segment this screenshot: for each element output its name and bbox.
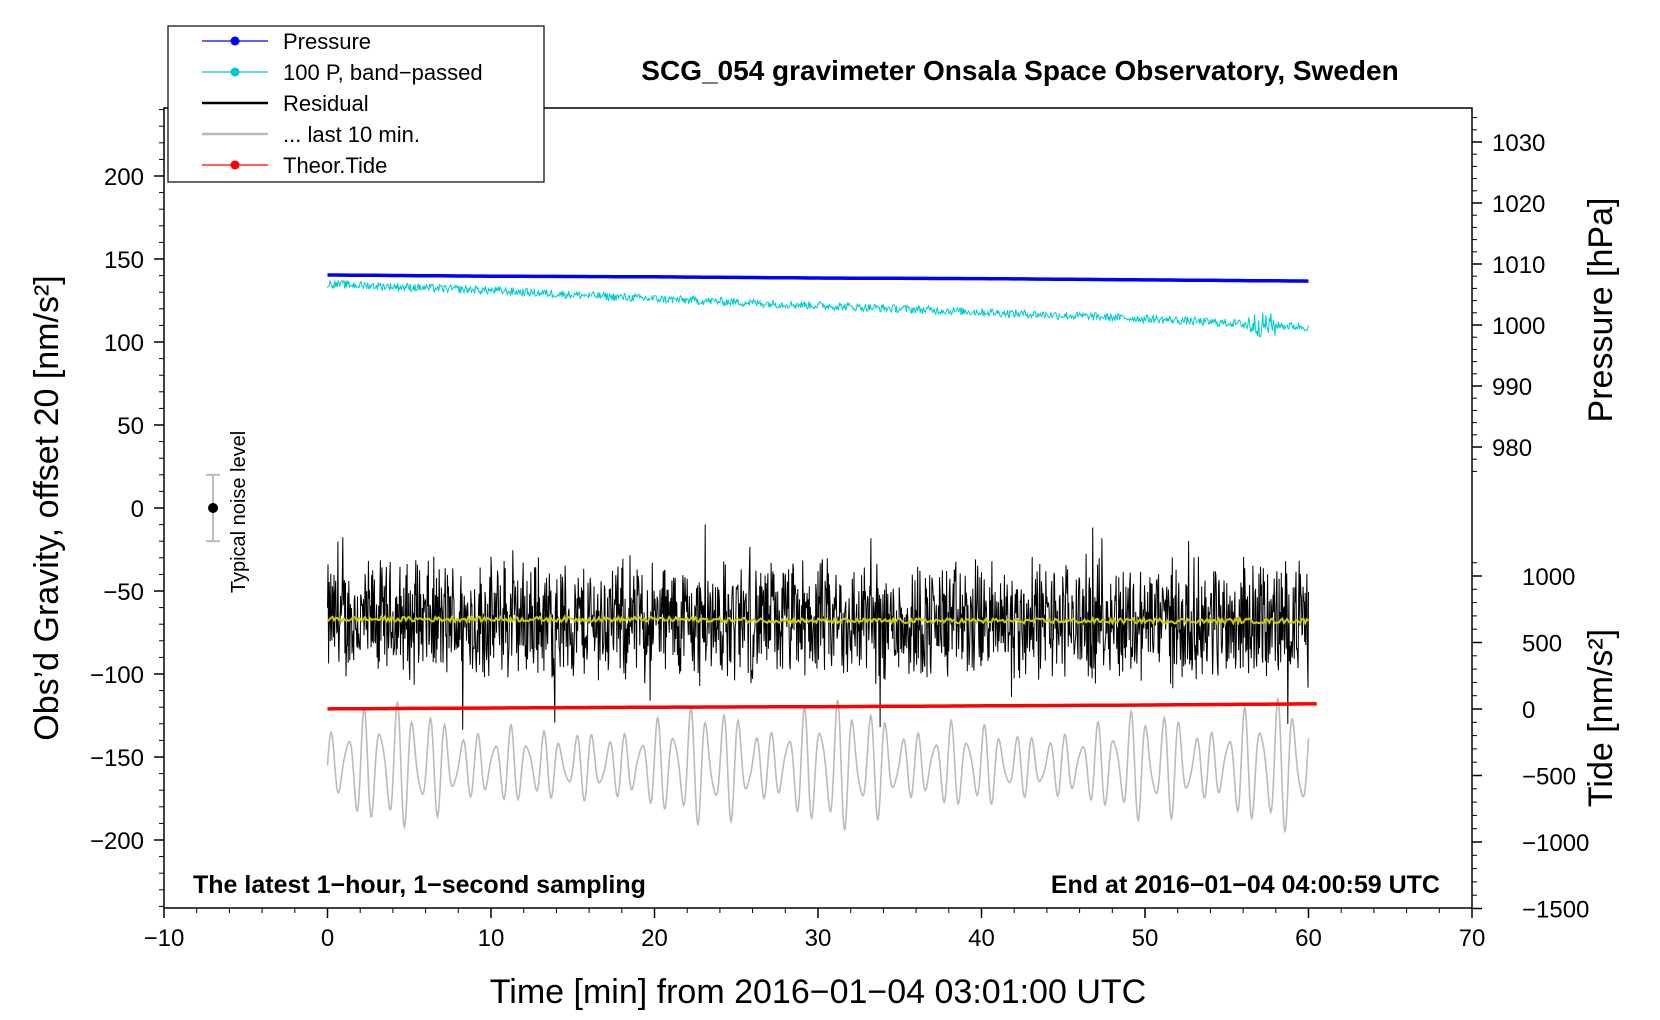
series-last-10-min <box>326 696 1310 834</box>
legend-label: Theor.Tide <box>283 153 387 178</box>
legend-label: Pressure <box>283 29 371 54</box>
series-layer <box>326 273 1317 834</box>
tide-tick-label: −1500 <box>1522 897 1589 924</box>
end-time-annotation: End at 2016−01−04 04:00:59 UTC <box>1051 871 1440 899</box>
legend-marker <box>230 160 240 170</box>
x-tick-label: 0 <box>321 925 334 952</box>
legend-label: 100 P, band−passed <box>283 60 483 85</box>
y-left-axis: 200 150 100 50 0 −50 −100 −150 −200 <box>90 109 164 907</box>
series-residual-smoothed <box>326 614 1310 626</box>
x-tick-label: 70 <box>1459 925 1486 952</box>
y-left-tick-label: 50 <box>117 413 144 440</box>
legend-label: ... last 10 min. <box>283 122 420 147</box>
pressure-tick-label: 1000 <box>1492 313 1545 340</box>
x-tick-label: 50 <box>1132 925 1159 952</box>
y-left-tick-label: 0 <box>131 496 144 523</box>
noise-level-label: Typical noise level <box>228 431 250 593</box>
tide-axis-title: Tide [nm/s²] <box>1582 629 1620 807</box>
pressure-axis-title: Pressure [hPa] <box>1582 198 1620 423</box>
pressure-tick-label: 980 <box>1492 435 1532 462</box>
series-pressure-bandpassed <box>327 278 1309 338</box>
y-left-tick-label: −50 <box>103 579 144 606</box>
pressure-tick-label: 1020 <box>1492 191 1545 218</box>
chart-title: SCG_054 gravimeter Onsala Space Observat… <box>641 55 1398 86</box>
y-left-tick-label: 200 <box>104 164 144 191</box>
legend-label: Residual <box>283 91 369 116</box>
pressure-tick-label: 1010 <box>1492 252 1545 279</box>
x-tick-label: 60 <box>1295 925 1322 952</box>
y-left-axis-title: Obs’d Gravity, offset 20 [nm/s²] <box>28 275 66 740</box>
x-tick-label: 30 <box>805 925 832 952</box>
noise-bar-center-dot <box>208 503 219 513</box>
tide-tick-label: 500 <box>1522 631 1562 658</box>
x-axis: −10 0 10 20 30 40 50 60 70 <box>144 908 1486 952</box>
tide-tick-label: 1000 <box>1522 564 1575 591</box>
y-left-tick-label: −100 <box>90 662 144 689</box>
y-left-tick-label: −150 <box>90 745 144 772</box>
x-tick-label: 20 <box>641 925 668 952</box>
x-axis-title: Time [min] from 2016−01−04 03:01:00 UTC <box>490 973 1146 1011</box>
tide-tick-label: 0 <box>1522 697 1535 724</box>
legend: Pressure 100 P, band−passed Residual ... la… <box>167 25 545 183</box>
pressure-tick-label: 990 <box>1492 374 1532 401</box>
tide-tick-label: −1000 <box>1522 830 1589 857</box>
y-left-tick-label: 100 <box>104 330 144 357</box>
y-left-tick-label: −200 <box>90 828 144 855</box>
series-pressure <box>327 273 1309 283</box>
series-residual <box>327 524 1309 730</box>
noise-bar <box>206 473 221 543</box>
pressure-axis: 1030 1020 1010 1000 990 980 <box>1472 117 1545 472</box>
tide-tick-label: −500 <box>1522 764 1576 791</box>
legend-marker <box>230 67 240 77</box>
pressure-tick-label: 1030 <box>1492 130 1545 157</box>
y-left-tick-label: 150 <box>104 247 144 274</box>
sampling-annotation: The latest 1−hour, 1−second sampling <box>193 871 646 899</box>
legend-marker <box>230 36 240 46</box>
series-theor-tide <box>327 702 1317 711</box>
tide-axis: 1000 500 0 −500 −1000 −1500 <box>1472 562 1589 924</box>
x-tick-label: −10 <box>144 925 185 952</box>
x-tick-label: 40 <box>968 925 995 952</box>
x-tick-label: 10 <box>478 925 505 952</box>
